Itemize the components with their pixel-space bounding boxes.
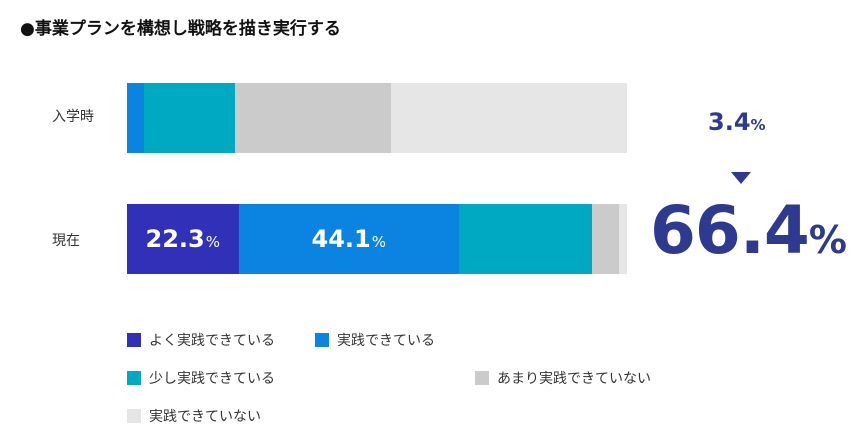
bar-segment (391, 83, 627, 153)
bar-entry (127, 83, 627, 153)
data-label: 44.1% (311, 225, 386, 253)
legend-swatch (315, 333, 329, 347)
row-label-entry: 入学時 (52, 109, 94, 125)
bar-segment (144, 83, 235, 153)
legend-swatch (127, 409, 141, 423)
chart-title: ●事業プランを構想し戦略を描き実行する (20, 19, 341, 39)
legend-item: よく実践できている (127, 330, 275, 350)
bar-segment (591, 204, 619, 274)
bar-now: 22.3% 44.1% (127, 204, 627, 274)
bar-segment (619, 204, 627, 274)
bar-segment (235, 83, 391, 153)
legend-item: 実践できている (315, 330, 435, 350)
legend-item: 実践できていない (127, 406, 261, 426)
legend-label: 実践できている (337, 333, 435, 349)
legend-swatch (127, 371, 141, 385)
legend-item: 少し実践できている (127, 368, 275, 388)
legend: よく実践できている 実践できている少し実践できている あまり実践できていない実践でき… (127, 330, 747, 426)
down-arrow-icon (731, 172, 751, 184)
legend-swatch (475, 371, 489, 385)
legend-label: 実践できていない (149, 409, 261, 425)
legend-label: よく実践できている (149, 333, 275, 349)
legend-item: あまり実践できていない (475, 368, 651, 388)
bar-segment (459, 204, 592, 274)
legend-label: 少し実践できている (149, 371, 275, 387)
legend-label: あまり実践できていない (497, 371, 651, 387)
data-label: 22.3% (145, 225, 220, 253)
legend-swatch (127, 333, 141, 347)
row-label-now: 現在 (52, 233, 80, 249)
bar-segment: 44.1% (238, 204, 459, 274)
bar-segment: 22.3% (127, 204, 239, 274)
bar-segment (127, 83, 144, 153)
annotation-before: 3.4% (708, 108, 766, 136)
annotation-after: 66.4% (650, 192, 847, 269)
